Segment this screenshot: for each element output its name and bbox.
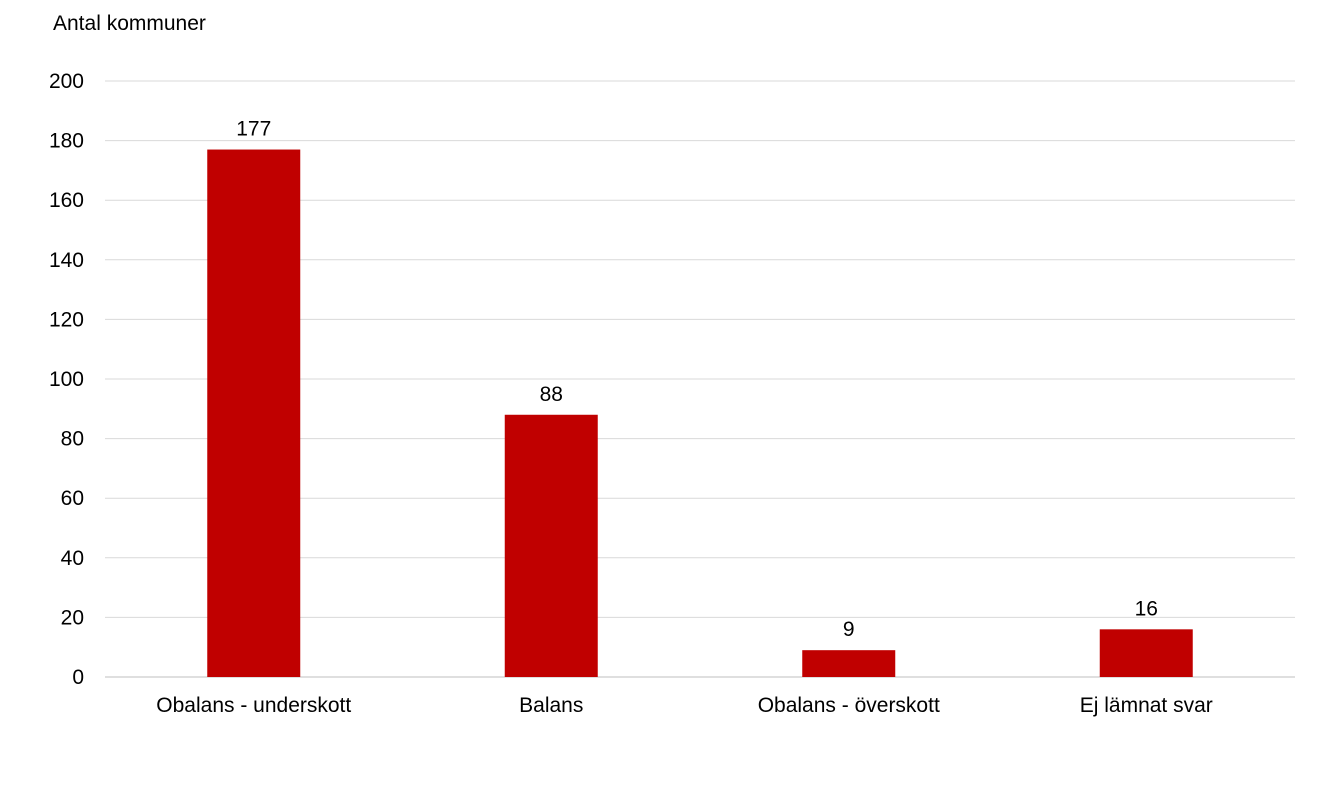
bar	[207, 149, 301, 678]
y-tick-label: 140	[49, 249, 84, 272]
y-tick-label: 180	[49, 130, 84, 153]
x-tick-label: Obalans - överskott	[758, 694, 940, 717]
y-tick-label: 100	[49, 368, 84, 391]
y-tick-label: 60	[61, 487, 84, 510]
y-tick-label: 0	[72, 666, 84, 689]
gridlines	[105, 80, 1295, 678]
x-tick-label: Ej lämnat svar	[1080, 694, 1213, 717]
y-axis-ticks: 0 20 40 60 80 100 120 140 160 180 200	[49, 70, 84, 689]
bar	[1099, 629, 1193, 677]
bars	[207, 149, 1193, 678]
bar-value-label: 9	[843, 618, 855, 641]
y-tick-label: 160	[49, 189, 84, 212]
y-tick-label: 80	[61, 428, 84, 451]
y-axis-title: Antal kommuner	[53, 12, 206, 35]
y-tick-label: 40	[61, 547, 84, 570]
bar-value-label: 16	[1135, 597, 1158, 620]
x-axis-ticks: Obalans - underskott Balans Obalans - över…	[156, 694, 1212, 717]
x-tick-label: Balans	[519, 694, 583, 717]
x-tick-label: Obalans - underskott	[156, 694, 351, 717]
bar-value-label: 88	[540, 383, 563, 406]
bar	[802, 650, 896, 677]
data-labels: 177 88 9 16	[236, 118, 1158, 642]
y-tick-label: 20	[61, 606, 84, 629]
y-tick-label: 120	[49, 308, 84, 331]
bar-value-label: 177	[236, 118, 271, 141]
y-tick-label: 200	[49, 70, 84, 93]
bar	[504, 414, 598, 677]
